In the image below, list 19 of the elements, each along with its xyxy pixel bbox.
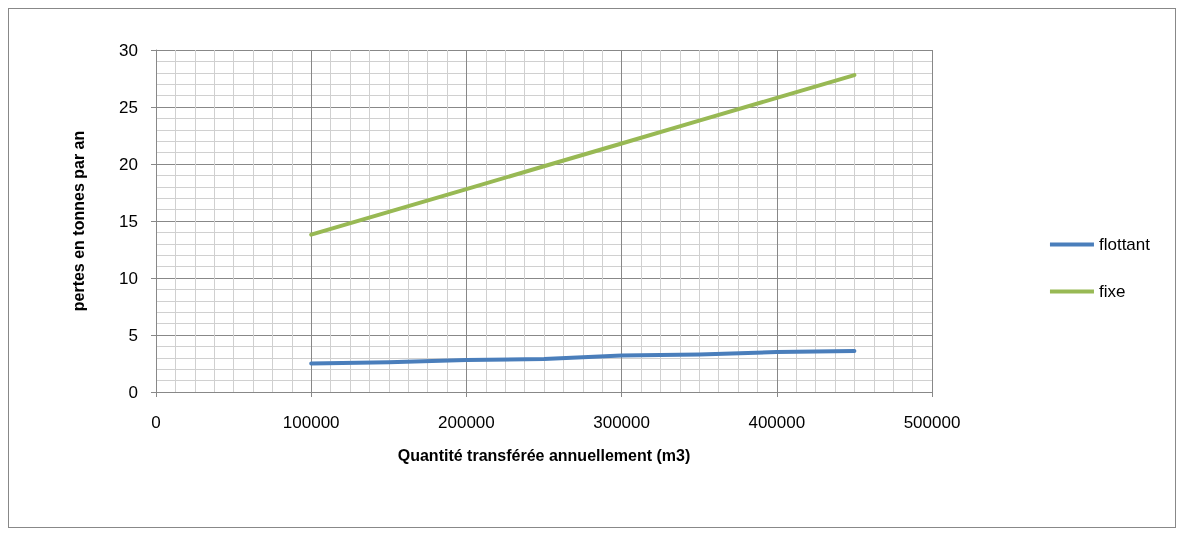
x-tick-label: 200000 [438,413,495,432]
line-series [309,348,857,366]
y-tick-label: 20 [119,154,138,174]
y-axis-title: pertes en tonnes par an [69,130,87,312]
y-tick-label: 15 [119,211,138,231]
y-tick-label: 25 [119,97,138,117]
x-tick-label: 100000 [282,413,340,432]
legend-label: flottant [1098,235,1151,254]
x-axis-title: Quantité transférée annuellement (m3) [397,446,691,464]
x-tick-label: 500000 [903,413,961,432]
legend-label: fixe [1098,282,1126,301]
x-tick-label: 0 [151,413,161,432]
y-tick-label: 30 [119,40,138,60]
x-tick-label: 300000 [593,413,650,432]
y-tick-label: 0 [128,382,138,402]
y-tick-label: 10 [119,268,138,288]
x-tick-label: 400000 [748,413,806,432]
y-tick-label: 5 [128,325,138,345]
line-series [309,73,857,237]
